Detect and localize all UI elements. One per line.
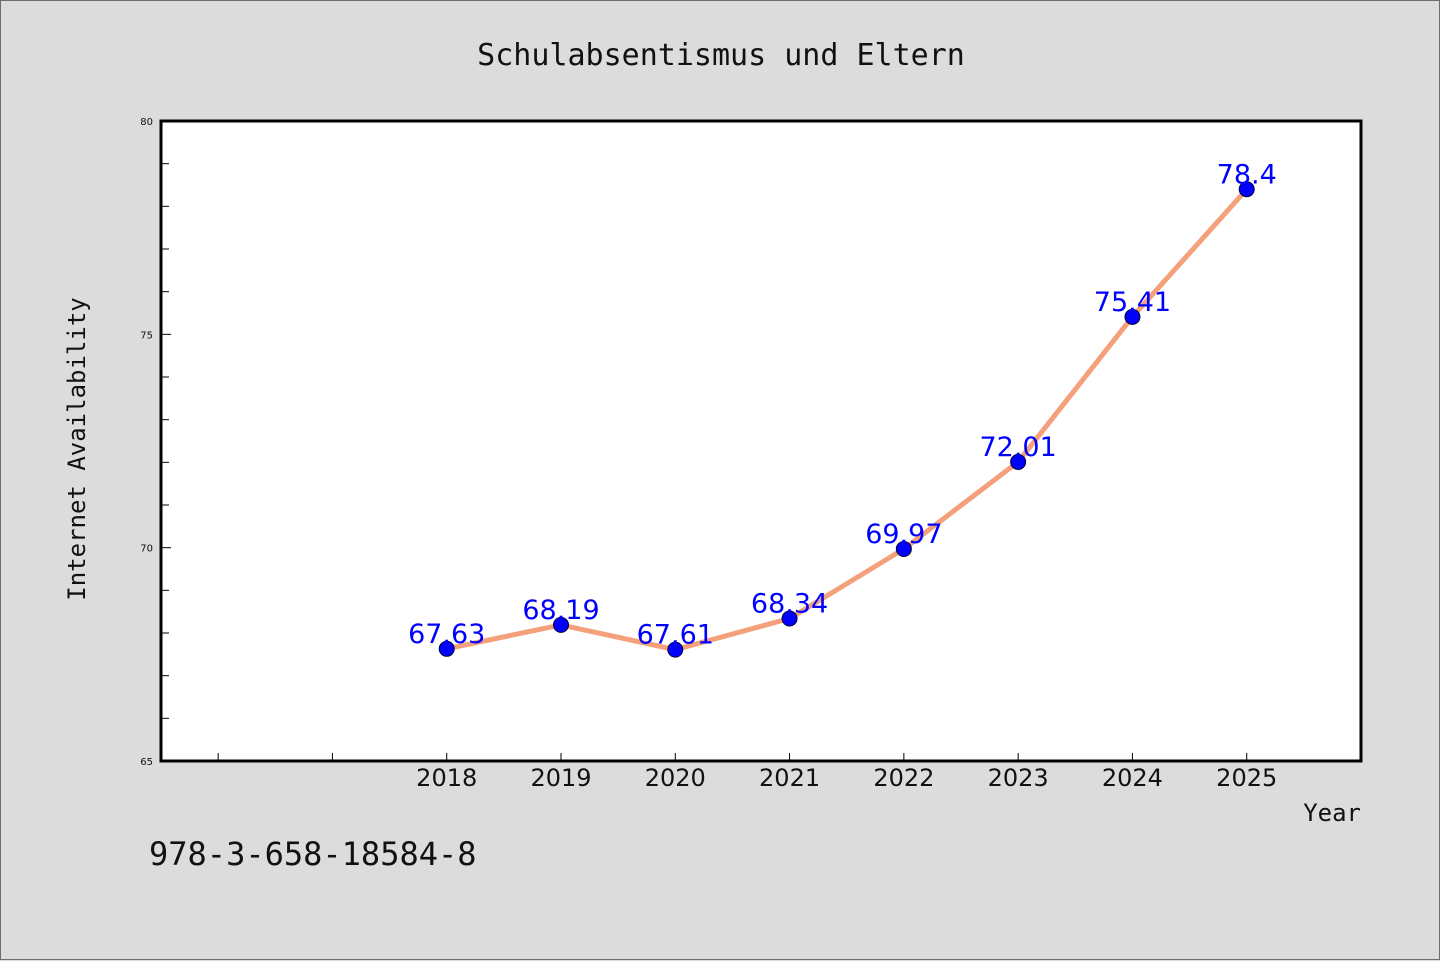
x-tick-label: 2022 xyxy=(873,764,934,792)
y-tick-label: 75 xyxy=(140,330,153,341)
isbn-footnote: 978-3-658-18584-8 xyxy=(149,835,477,873)
x-axis: 2018 2019 2020 2021 2022 2023 2024 2025 xyxy=(217,753,1277,792)
series-layer: 67.63 68.19 67.61 68.34 69.97 72.01 75.41 78.4 xyxy=(408,159,1277,658)
x-tick-label: 2024 xyxy=(1102,764,1163,792)
data-label: 68.19 xyxy=(522,595,599,626)
plot-area xyxy=(159,119,1363,763)
y-tick-label: 65 xyxy=(140,757,153,768)
y-tick-label: 70 xyxy=(140,544,153,555)
data-label: 69.97 xyxy=(865,519,942,550)
data-point-marker xyxy=(1238,181,1255,198)
data-label: 68.34 xyxy=(751,588,828,619)
data-point-marker xyxy=(667,641,684,658)
data-label: 67.63 xyxy=(408,619,485,650)
x-tick-label: 2020 xyxy=(645,764,706,792)
data-point-marker xyxy=(895,540,912,557)
y-axis: 65 70 75 80 xyxy=(140,117,171,768)
data-point-marker xyxy=(553,616,569,633)
x-axis-label: Year xyxy=(1303,799,1361,827)
x-tick-label: 2019 xyxy=(530,764,591,792)
x-tick-label: 2021 xyxy=(759,764,820,792)
data-label: 75.41 xyxy=(1094,287,1171,318)
y-tick-label: 80 xyxy=(140,117,153,128)
data-label: 67.61 xyxy=(637,620,714,651)
x-tick-label: 2023 xyxy=(988,764,1049,792)
x-tick-label: 2018 xyxy=(416,764,477,792)
data-point-marker xyxy=(781,610,798,627)
y-axis-label: Internet Availability xyxy=(63,297,91,600)
x-tick-label: 2025 xyxy=(1216,764,1277,792)
data-label: 78.4 xyxy=(1217,159,1277,190)
data-point-marker xyxy=(1010,453,1027,470)
data-point-marker xyxy=(438,640,455,657)
series-line xyxy=(444,186,1250,653)
data-label: 72.01 xyxy=(979,432,1056,463)
chart-title: Schulabsentismus und Eltern xyxy=(477,38,965,73)
data-point-marker xyxy=(1124,308,1141,325)
